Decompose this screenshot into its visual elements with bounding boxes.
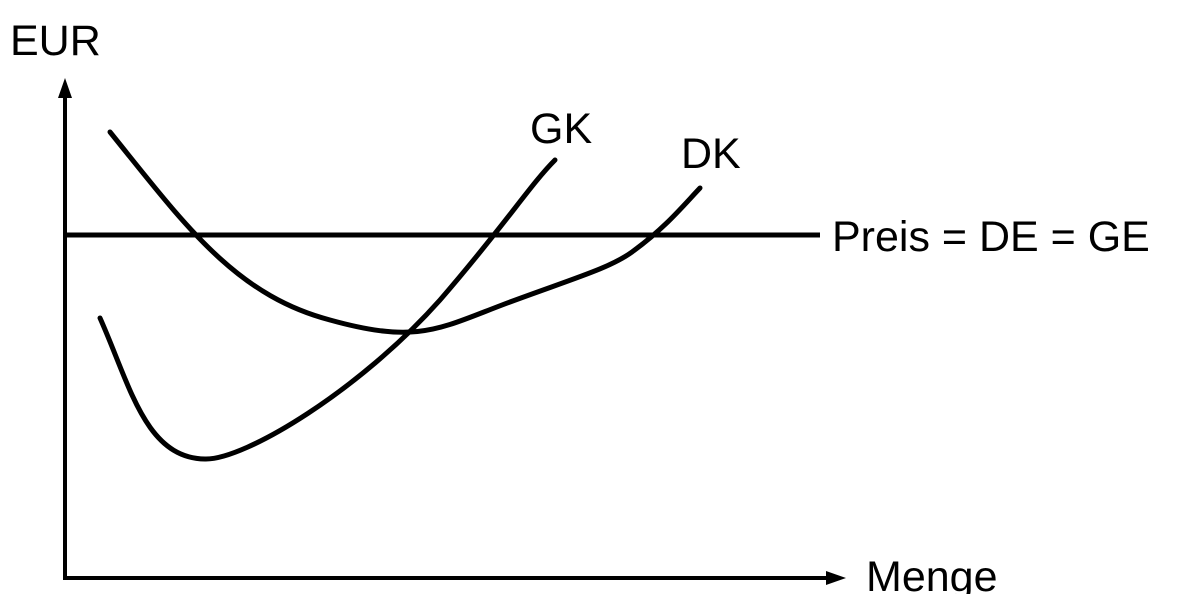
y-axis-label: EUR (10, 17, 101, 65)
dk-curve-label: DK (681, 130, 741, 178)
x-axis-label: Menge (866, 553, 997, 594)
price-line-label: Preis = DE = GE (832, 213, 1150, 261)
gk-curve-label: GK (530, 105, 592, 153)
y-axis-arrowhead (58, 78, 72, 98)
dk-curve (107, 129, 703, 335)
x-axis-arrowhead (826, 571, 846, 585)
gk-curve (97, 157, 558, 462)
